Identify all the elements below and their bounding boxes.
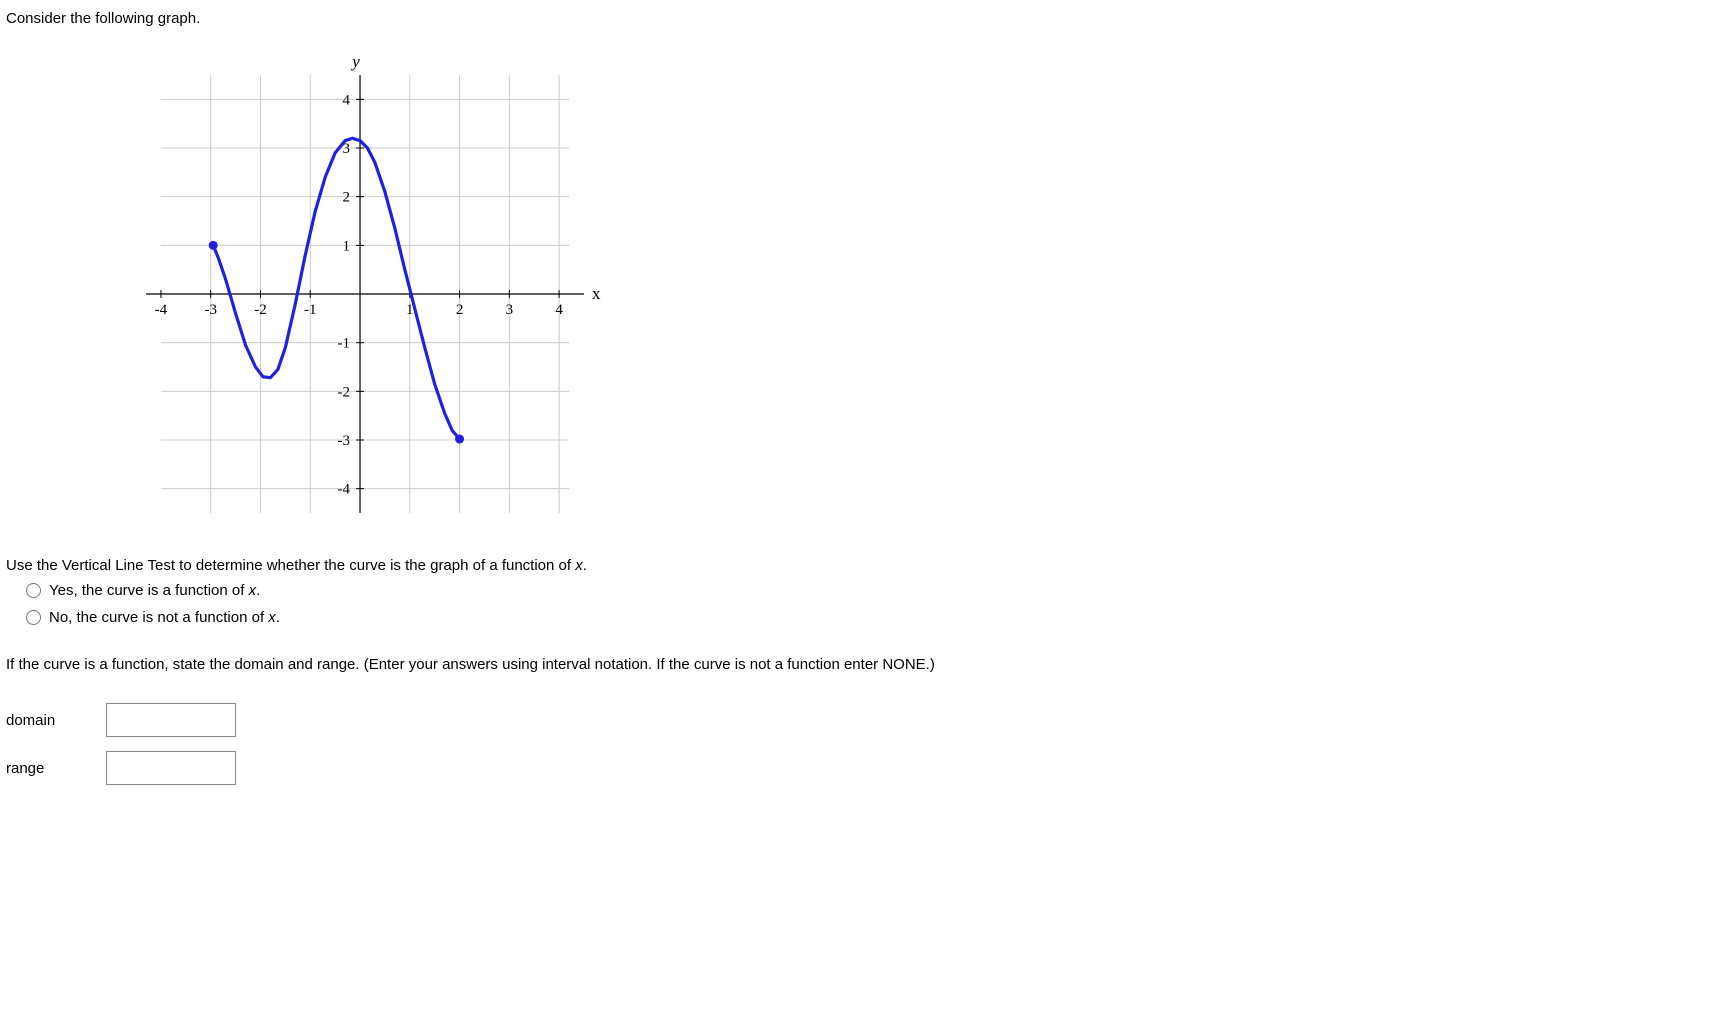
graph-container: -4-3-2-11234-4-3-2-11234xy [136, 45, 1724, 527]
svg-text:1: 1 [343, 238, 351, 254]
q2-prefix: Use the Vertical Line Test to determine … [6, 557, 575, 574]
svg-text:4: 4 [555, 302, 563, 318]
domain-input[interactable] [106, 703, 236, 737]
svg-text:-3: -3 [338, 433, 351, 449]
option-yes-label: Yes, the curve is a function of x. [49, 582, 260, 599]
svg-text:-4: -4 [338, 482, 351, 498]
svg-text:-1: -1 [304, 302, 317, 318]
intro-text: Consider the following graph. [6, 10, 1724, 27]
svg-text:2: 2 [343, 190, 351, 206]
svg-text:3: 3 [506, 302, 514, 318]
svg-text:4: 4 [343, 92, 351, 108]
svg-text:y: y [350, 52, 360, 71]
radio-options: Yes, the curve is a function of x. No, t… [26, 582, 1724, 626]
range-row: range [6, 751, 1724, 785]
vertical-line-test-question: Use the Vertical Line Test to determine … [6, 557, 1724, 574]
q2-var: x [575, 557, 583, 574]
option-no-radio[interactable] [26, 610, 41, 625]
domain-row: domain [6, 703, 1724, 737]
option-yes-row: Yes, the curve is a function of x. [26, 582, 1724, 599]
function-graph: -4-3-2-11234-4-3-2-11234xy [136, 45, 604, 523]
q2-suffix: . [583, 557, 587, 574]
svg-text:-1: -1 [338, 336, 351, 352]
svg-text:x: x [592, 284, 601, 303]
answer-fields: domain range [6, 703, 1724, 785]
svg-text:-2: -2 [338, 384, 351, 400]
range-input[interactable] [106, 751, 236, 785]
option-no-row: No, the curve is not a function of x. [26, 609, 1724, 626]
range-label: range [6, 760, 106, 777]
domain-range-question: If the curve is a function, state the do… [6, 656, 1724, 673]
option-yes-radio[interactable] [26, 583, 41, 598]
svg-text:-4: -4 [155, 302, 168, 318]
svg-text:-3: -3 [204, 302, 217, 318]
svg-text:2: 2 [456, 302, 464, 318]
svg-text:-2: -2 [254, 302, 267, 318]
domain-label: domain [6, 712, 106, 729]
option-no-label: No, the curve is not a function of x. [49, 609, 280, 626]
